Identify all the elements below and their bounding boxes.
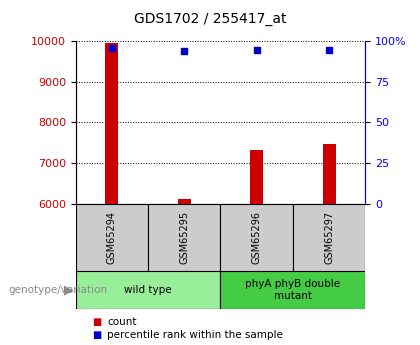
Text: ■: ■ [92,317,102,326]
Text: count: count [107,317,136,326]
Bar [250,150,263,204]
Point [181,48,188,54]
Text: phyA phyB double
mutant: phyA phyB double mutant [245,279,341,300]
Bar [178,199,191,204]
Bar [220,271,365,309]
Bar [148,204,221,271]
Point [108,45,115,51]
Bar [105,43,118,204]
Text: GSM65296: GSM65296 [252,211,262,264]
Text: GSM65297: GSM65297 [324,211,334,264]
Bar [293,204,365,271]
Text: ▶: ▶ [64,283,74,296]
Bar [323,144,336,204]
Bar [76,271,220,309]
Text: percentile rank within the sample: percentile rank within the sample [107,330,283,339]
Text: wild type: wild type [124,285,172,295]
Point [326,47,333,52]
Text: GSM65294: GSM65294 [107,211,117,264]
Text: GDS1702 / 255417_at: GDS1702 / 255417_at [134,12,286,26]
Text: GSM65295: GSM65295 [179,211,189,264]
Point [253,47,260,52]
Bar [76,204,148,271]
Text: genotype/variation: genotype/variation [8,285,108,295]
Bar [220,204,293,271]
Text: ■: ■ [92,330,102,339]
